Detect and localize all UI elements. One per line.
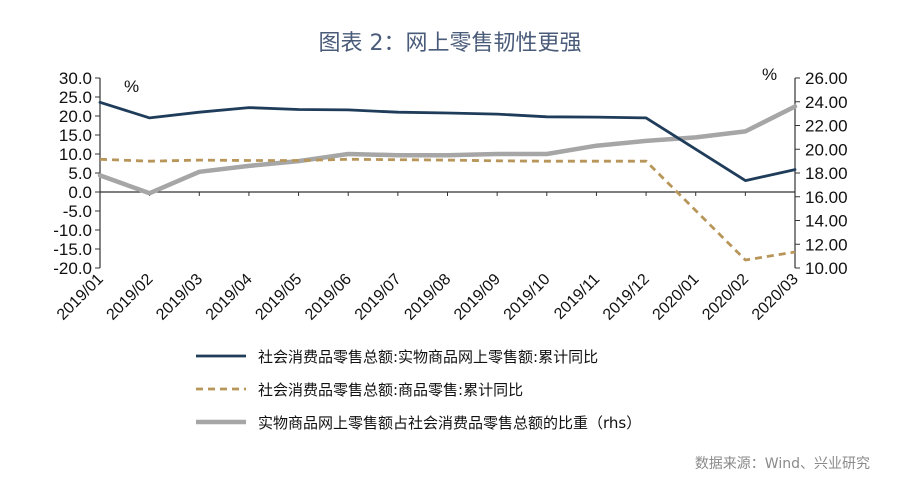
left-tick-label: 25.0 (59, 88, 92, 107)
right-tick-label: 26.00 (805, 69, 848, 88)
left-tick-label: 5.0 (68, 164, 92, 183)
left-tick-label: -15.0 (53, 240, 92, 259)
x-tick-label: 2019/05 (252, 271, 305, 324)
x-tick-label: 2019/03 (153, 271, 206, 324)
x-tick-label: 2019/10 (501, 271, 554, 324)
right-tick-label: 10.00 (805, 259, 848, 278)
x-tick-label: 2019/02 (104, 271, 157, 324)
right-tick-label: 14.00 (805, 212, 848, 231)
chart-title: 图表 2：网上零售韧性更强 (319, 31, 582, 56)
right-tick-label: 24.00 (805, 93, 848, 112)
right-tick-label: 16.00 (805, 188, 848, 207)
source-note: 数据来源：Wind、兴业研究 (695, 456, 870, 472)
left-tick-label: 0.0 (68, 183, 92, 202)
left-tick-label: 10.0 (59, 145, 92, 164)
right-tick-label: 18.00 (805, 164, 848, 183)
left-tick-label: -5.0 (63, 202, 92, 221)
legend: 社会消费品零售总额:实物商品网上零售额:累计同比社会消费品零售总额:商品零售:累… (196, 348, 641, 432)
left-tick-label: 20.0 (59, 107, 92, 126)
x-tick-label: 2019/12 (600, 271, 653, 324)
x-tick-label: 2019/08 (401, 271, 454, 324)
series-line-1 (98, 100, 797, 182)
series-line-2 (99, 157, 796, 262)
series-line-3 (97, 104, 798, 196)
x-tick-label: 2019/04 (203, 271, 256, 324)
legend-label-1: 社会消费品零售总额:实物商品网上零售额:累计同比 (258, 348, 598, 366)
legend-label-2: 社会消费品零售总额:商品零售:累计同比 (258, 381, 523, 399)
x-tick-label: 2019/07 (352, 271, 405, 324)
x-tick-label: 2020/01 (650, 271, 703, 324)
right-tick-label: 12.00 (805, 235, 848, 254)
x-tick-label: 2020/02 (699, 271, 752, 324)
right-tick-label: 22.00 (805, 117, 848, 136)
x-tick-label: 2019/09 (451, 271, 504, 324)
left-tick-label: -10.0 (53, 221, 92, 240)
series-layer (97, 100, 798, 262)
left-axis-unit: % (124, 77, 139, 96)
left-tick-label: -20.0 (53, 259, 92, 278)
right-tick-label: 20.00 (805, 140, 848, 159)
x-tick-label: 2019/06 (302, 271, 355, 324)
right-axis-unit: % (762, 65, 777, 84)
left-tick-label: 15.0 (59, 126, 92, 145)
legend-label-3: 实物商品网上零售额占社会消费品零售总额的比重（rhs） (258, 414, 641, 432)
x-tick-label: 2019/11 (551, 271, 603, 323)
axes: 30.025.020.015.010.05.00.0-5.0-10.0-15.0… (53, 65, 847, 324)
left-tick-label: 30.0 (59, 69, 92, 88)
x-tick-label: 2019/01 (54, 271, 107, 324)
x-tick-label: 2020/03 (749, 271, 802, 324)
